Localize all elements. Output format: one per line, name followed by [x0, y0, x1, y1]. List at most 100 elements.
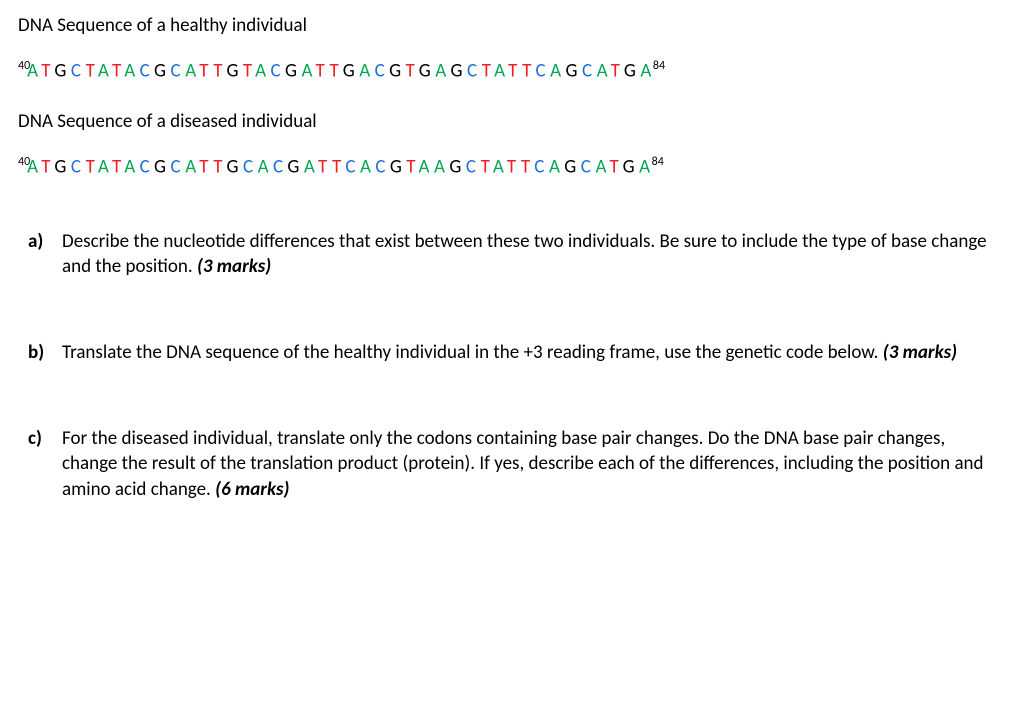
base-G: G — [389, 59, 405, 82]
question-text: Translate the DNA sequence of the health… — [62, 340, 996, 366]
base-T: T — [41, 59, 54, 82]
base-T: T — [112, 156, 124, 179]
base-T: T — [213, 59, 226, 82]
diseased-heading: DNA Sequence of a diseased individual — [18, 110, 1006, 133]
question-b: b)Translate the DNA sequence of the heal… — [28, 340, 996, 366]
end-position: 84 — [653, 59, 665, 73]
base-T: T — [41, 156, 54, 179]
diseased-sequence: 40ATGCTATACGCATTGCACGATTCACGTAAGCTATTCAG… — [18, 155, 1006, 178]
base-T: T — [405, 59, 418, 82]
base-C: C — [467, 59, 482, 82]
healthy-sequence: 40ATGCTATACGCATTGTACGATTGACGTGAGCTATTCAG… — [18, 59, 1006, 82]
base-G: G — [285, 59, 302, 82]
question-label: b) — [28, 340, 62, 366]
base-T: T — [508, 59, 522, 82]
base-T: T — [521, 156, 534, 179]
base-G: G — [54, 59, 71, 82]
base-T: T — [507, 156, 521, 179]
base-A: A — [549, 156, 564, 179]
base-T: T — [243, 59, 255, 82]
base-A: A — [27, 59, 41, 82]
base-A: A — [494, 59, 508, 82]
base-A: A — [98, 59, 112, 82]
base-C: C — [581, 156, 596, 179]
base-A: A — [258, 156, 273, 179]
base-C: C — [71, 59, 86, 82]
base-C: C — [375, 156, 389, 179]
base-T: T — [332, 156, 345, 179]
base-G: G — [419, 59, 436, 82]
base-G: G — [564, 156, 581, 179]
base-T: T — [522, 59, 535, 82]
base-G: G — [624, 59, 641, 82]
base-G: G — [226, 59, 242, 82]
base-A: A — [597, 59, 611, 82]
base-A: A — [595, 156, 609, 179]
base-C: C — [171, 156, 186, 179]
base-C: C — [171, 59, 186, 82]
base-T: T — [609, 156, 622, 179]
base-T: T — [199, 59, 213, 82]
base-G: G — [449, 156, 466, 179]
base-T: T — [481, 156, 493, 179]
end-position: 84 — [652, 155, 664, 169]
base-A: A — [493, 156, 507, 179]
base-T: T — [213, 156, 226, 179]
base-A: A — [434, 156, 449, 179]
base-G: G — [623, 156, 640, 179]
base-A: A — [98, 156, 112, 179]
base-G: G — [343, 59, 360, 82]
base-A: A — [550, 59, 565, 82]
base-T: T — [330, 59, 343, 82]
base-C: C — [534, 156, 549, 179]
base-A: A — [185, 59, 199, 82]
base-A: A — [360, 156, 375, 179]
base-C: C — [140, 59, 154, 82]
base-C: C — [535, 59, 550, 82]
base-T: T — [86, 59, 98, 82]
base-A: A — [301, 59, 315, 82]
base-T: T — [318, 156, 332, 179]
base-T: T — [482, 59, 494, 82]
base-A: A — [255, 59, 270, 82]
questions-block: a)Describe the nucleotide differences th… — [18, 229, 1006, 503]
base-A: A — [124, 156, 139, 179]
base-G: G — [54, 156, 71, 179]
base-T: T — [86, 156, 98, 179]
base-T: T — [315, 59, 329, 82]
base-A: A — [304, 156, 318, 179]
base-G: G — [451, 59, 468, 82]
base-G: G — [154, 59, 171, 82]
base-C: C — [375, 59, 389, 82]
base-T: T — [611, 59, 624, 82]
base-A: A — [124, 59, 139, 82]
marks: (3 marks) — [197, 255, 271, 278]
base-C: C — [273, 156, 287, 179]
marks: (6 marks) — [215, 478, 289, 501]
question-c: c)For the diseased individual, translate… — [28, 426, 996, 503]
base-T: T — [112, 59, 124, 82]
marks: (3 marks) — [883, 341, 957, 364]
base-G: G — [226, 156, 243, 179]
base-A: A — [185, 156, 199, 179]
base-G: G — [154, 156, 171, 179]
base-C: C — [140, 156, 154, 179]
base-T: T — [406, 156, 418, 179]
base-C: C — [582, 59, 597, 82]
base-A: A — [419, 156, 435, 179]
base-T: T — [199, 156, 213, 179]
base-C: C — [466, 156, 481, 179]
base-A: A — [27, 156, 41, 179]
question-label: c) — [28, 426, 62, 503]
base-C: C — [271, 59, 285, 82]
base-A: A — [359, 59, 374, 82]
base-G: G — [287, 156, 304, 179]
healthy-heading: DNA Sequence of a healthy individual — [18, 14, 1006, 37]
question-text: Describe the nucleotide differences that… — [62, 229, 996, 280]
question-a: a)Describe the nucleotide differences th… — [28, 229, 996, 280]
question-text: For the diseased individual, translate o… — [62, 426, 996, 503]
base-A: A — [435, 59, 450, 82]
question-label: a) — [28, 229, 62, 280]
base-G: G — [390, 156, 406, 179]
base-G: G — [565, 59, 582, 82]
